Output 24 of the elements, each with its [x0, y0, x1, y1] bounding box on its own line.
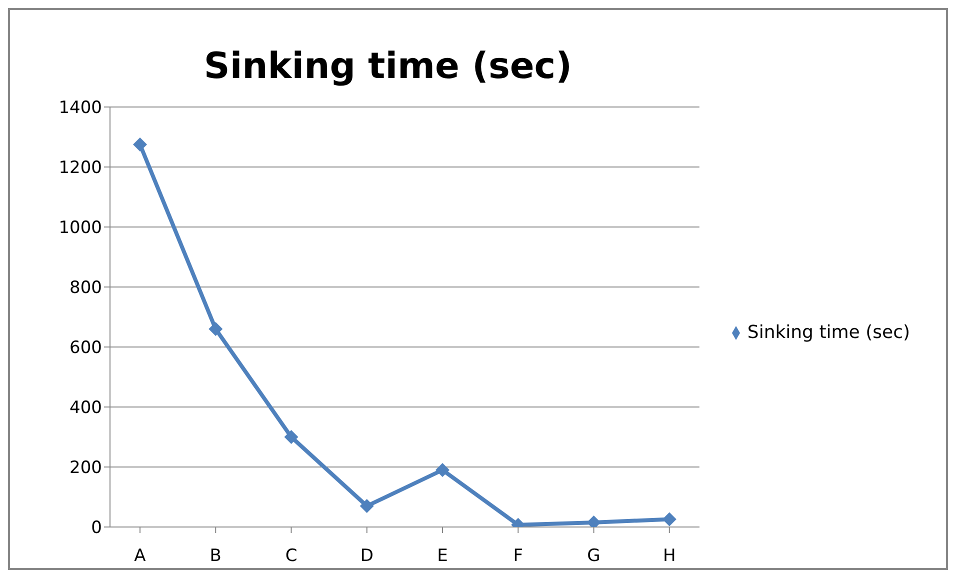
- y-tick-label: 800: [70, 278, 102, 298]
- point: [662, 512, 676, 526]
- x-tick-label: G: [587, 546, 600, 566]
- x-tick-label: D: [360, 546, 374, 566]
- x-tick-label: A: [134, 546, 146, 566]
- y-tick-label: 1400: [58, 98, 102, 118]
- legend-label: Sinking time (sec): [747, 322, 910, 342]
- y-tick-label: 200: [70, 458, 102, 478]
- point: [360, 499, 374, 513]
- chart-title: Sinking time (sec): [202, 46, 574, 87]
- x-tick-label: E: [437, 546, 448, 566]
- point: [284, 430, 298, 444]
- y-tick-label: 1200: [58, 158, 102, 178]
- y-tick-label: 0: [91, 518, 102, 538]
- x-tick-label: C: [285, 546, 298, 566]
- x-tick-label: F: [513, 546, 524, 566]
- y-tick-label: 600: [70, 338, 102, 358]
- x-tick-label: B: [210, 546, 222, 566]
- y-tick-label: 400: [70, 398, 102, 418]
- point: [208, 322, 223, 336]
- y-tick-label: 1000: [58, 218, 102, 238]
- point: [436, 463, 450, 477]
- point: [133, 138, 147, 152]
- x-tick-label: H: [662, 546, 676, 566]
